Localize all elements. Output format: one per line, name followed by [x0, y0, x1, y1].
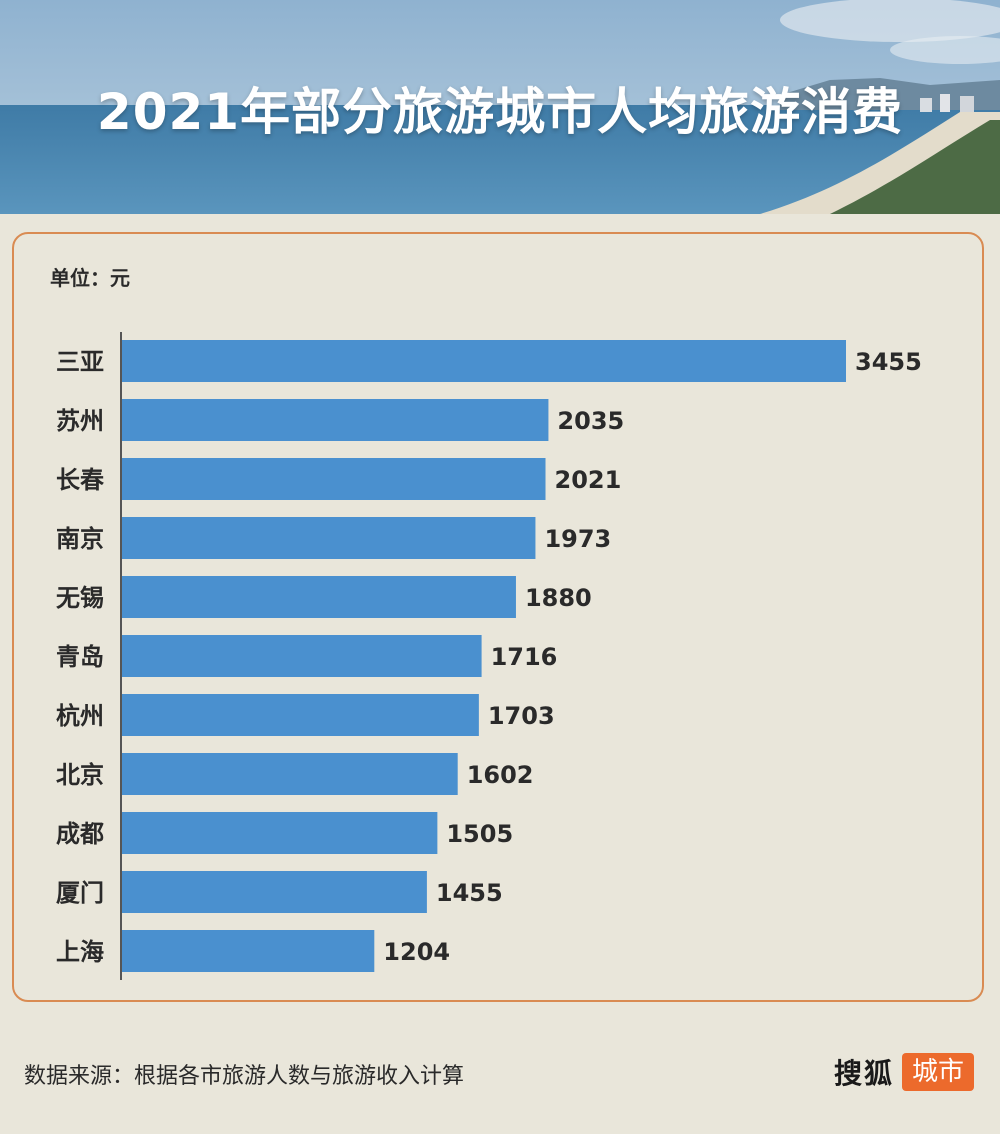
value-label-10: 1204: [383, 938, 450, 966]
value-label-4: 1880: [525, 584, 592, 612]
bar-chart: 三亚 3455 苏州 2035 长春 2021 南京 1973 无锡 1880 青岛 1716 杭州 17…: [56, 332, 922, 980]
value-label-0: 3455: [855, 348, 922, 376]
category-label-5: 青岛: [56, 643, 104, 671]
unit-label: 单位：元: [50, 266, 130, 290]
bar-6: [122, 694, 479, 736]
category-label-8: 成都: [56, 820, 104, 848]
bar-1: [122, 399, 549, 441]
sohu-city-logo: 搜狐 城市: [834, 1052, 974, 1092]
category-label-1: 苏州: [56, 407, 104, 435]
category-label-2: 长春: [56, 466, 104, 494]
bar-2: [122, 458, 546, 500]
category-label-0: 三亚: [56, 348, 104, 376]
page-title: 2021年部分旅游城市人均旅游消费: [96, 83, 904, 141]
data-source-note: 数据来源：根据各市旅游人数与旅游收入计算: [24, 1064, 465, 1089]
value-label-6: 1703: [488, 702, 555, 730]
value-label-9: 1455: [436, 879, 503, 907]
value-label-5: 1716: [491, 643, 558, 671]
category-label-3: 南京: [56, 525, 104, 553]
category-label-6: 杭州: [56, 702, 104, 730]
bar-4: [122, 576, 516, 618]
value-label-8: 1505: [446, 820, 513, 848]
bar-7: [122, 753, 458, 795]
seascape-background: [0, 0, 1000, 214]
bar-0: [122, 340, 846, 382]
category-label-10: 上海: [56, 938, 104, 966]
value-label-7: 1602: [467, 761, 534, 789]
value-label-1: 2035: [557, 407, 624, 435]
category-label-7: 北京: [56, 761, 104, 789]
category-label-4: 无锡: [56, 584, 104, 612]
logo-badge: 城市: [901, 1053, 974, 1091]
value-label-3: 1973: [544, 525, 611, 553]
value-label-2: 2021: [555, 466, 622, 494]
bar-5: [122, 635, 482, 677]
bar-10: [122, 930, 375, 972]
category-label-9: 厦门: [56, 879, 104, 907]
header-banner: 2021年部分旅游城市人均旅游消费: [0, 0, 1000, 214]
bar-3: [122, 517, 536, 559]
bar-8: [122, 812, 438, 854]
logo-text: 搜狐: [833, 1057, 894, 1090]
bar-9: [122, 871, 427, 913]
